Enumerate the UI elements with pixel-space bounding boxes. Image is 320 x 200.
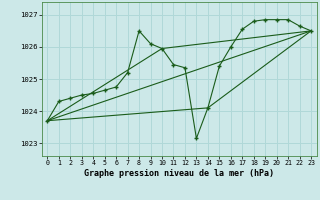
X-axis label: Graphe pression niveau de la mer (hPa): Graphe pression niveau de la mer (hPa) (84, 169, 274, 178)
